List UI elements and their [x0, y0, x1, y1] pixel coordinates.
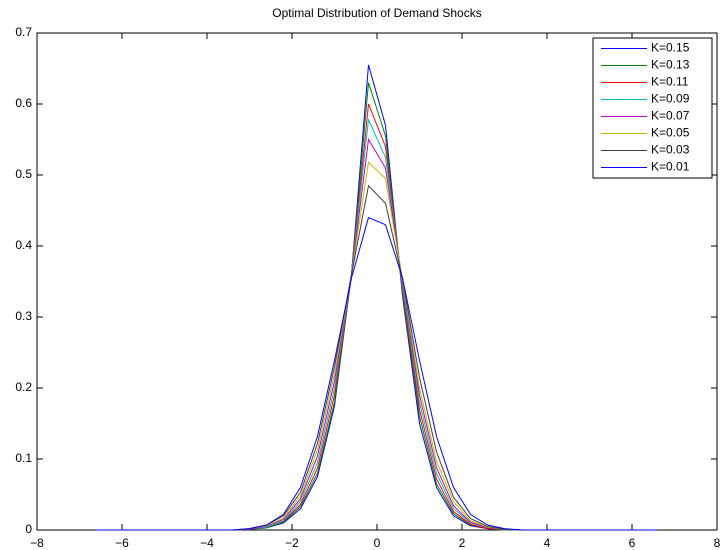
- legend-label: K=0.01: [651, 160, 690, 174]
- y-tick-label: 0.2: [15, 380, 32, 394]
- legend-label: K=0.11: [651, 75, 689, 89]
- y-tick-label: 0.5: [15, 167, 32, 181]
- series-line: [96, 117, 658, 531]
- x-tick-label: 6: [629, 536, 636, 550]
- legend-label: K=0.13: [651, 58, 690, 72]
- series-line: [96, 138, 658, 531]
- y-tick-label: 0.7: [15, 25, 32, 39]
- y-tick-label: 0.3: [15, 309, 32, 323]
- legend-label: K=0.09: [651, 92, 690, 106]
- legend-label: K=0.15: [651, 41, 690, 55]
- x-tick-label: −6: [115, 536, 129, 550]
- y-tick-label: 0.6: [15, 96, 32, 110]
- y-tick-label: 0.4: [15, 238, 32, 252]
- legend-label: K=0.07: [651, 109, 690, 123]
- y-tick-label: 0.1: [15, 451, 32, 465]
- series-line: [96, 184, 658, 531]
- series-line: [96, 216, 658, 531]
- x-tick-label: 0: [374, 536, 381, 550]
- series-line: [96, 161, 658, 531]
- series-line: [96, 103, 658, 531]
- x-tick-label: −4: [200, 536, 214, 550]
- legend-label: K=0.05: [651, 126, 690, 140]
- x-tick-label: 2: [459, 536, 466, 550]
- x-tick-label: −2: [285, 536, 299, 550]
- legend-box: [592, 37, 713, 179]
- series-line: [96, 64, 658, 531]
- y-tick-label: 0: [25, 522, 32, 536]
- series-line: [96, 82, 658, 531]
- legend-label: K=0.03: [651, 143, 690, 157]
- x-tick-label: 4: [544, 536, 551, 550]
- x-tick-label: 8: [714, 536, 720, 550]
- x-tick-label: −8: [30, 536, 44, 550]
- chart-title: Optimal Distribution of Demand Shocks: [272, 6, 481, 20]
